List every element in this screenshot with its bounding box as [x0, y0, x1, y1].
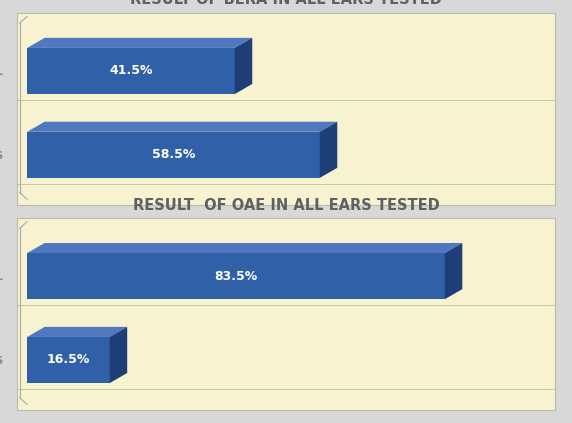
Polygon shape [27, 122, 337, 132]
Bar [27, 337, 110, 383]
Bar [27, 253, 445, 299]
Polygon shape [27, 243, 462, 253]
Text: 41.5%: 41.5% [109, 64, 153, 77]
Title: RESULT  OF OAE IN ALL EARS TESTED: RESULT OF OAE IN ALL EARS TESTED [133, 198, 439, 212]
Title: RESULT OF BERA IN ALL EARS TESTED: RESULT OF BERA IN ALL EARS TESTED [130, 0, 442, 7]
Text: 16.5%: 16.5% [47, 354, 90, 366]
Text: 58.5%: 58.5% [152, 148, 195, 161]
Polygon shape [27, 38, 252, 48]
Polygon shape [320, 122, 337, 178]
Polygon shape [110, 327, 127, 383]
Polygon shape [445, 243, 462, 299]
Bar [27, 48, 235, 94]
Polygon shape [235, 38, 252, 94]
Polygon shape [27, 327, 127, 337]
Bar [27, 132, 320, 178]
Text: 83.5%: 83.5% [214, 269, 257, 283]
